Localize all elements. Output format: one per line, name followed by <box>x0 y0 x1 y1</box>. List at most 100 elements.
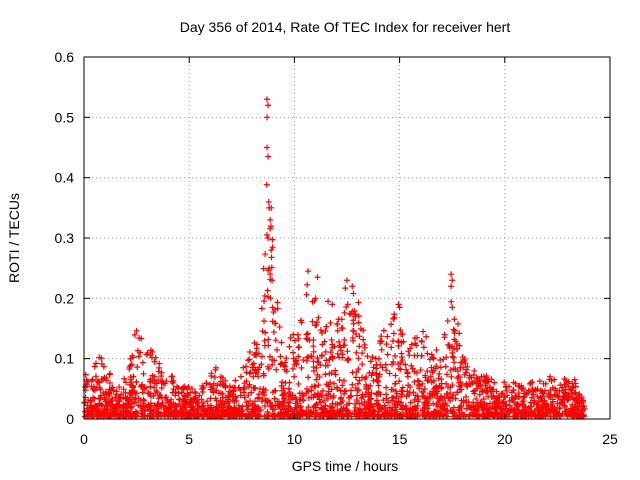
data-point <box>410 389 417 396</box>
data-point <box>456 374 463 381</box>
data-point <box>321 397 328 404</box>
data-point <box>151 358 158 365</box>
data-point <box>230 384 237 391</box>
y-tick-label: 0.1 <box>55 351 75 367</box>
data-point <box>334 386 341 393</box>
data-point <box>355 299 362 306</box>
data-point <box>512 413 519 420</box>
data-point <box>264 114 271 121</box>
data-point <box>396 365 403 372</box>
data-point <box>435 399 442 406</box>
data-point <box>295 335 302 342</box>
data-point <box>281 396 288 403</box>
data-point <box>140 402 147 409</box>
data-point <box>315 382 322 389</box>
data-point <box>375 382 382 389</box>
data-point <box>280 361 287 368</box>
data-point <box>495 393 502 400</box>
data-point <box>269 318 276 325</box>
data-point <box>123 404 130 411</box>
data-point <box>273 366 280 373</box>
data-point <box>557 396 564 403</box>
data-point <box>130 373 137 380</box>
data-point <box>420 344 427 351</box>
data-point <box>398 350 405 357</box>
data-point <box>339 382 346 389</box>
data-point <box>377 361 384 368</box>
data-point <box>466 404 473 411</box>
data-point <box>424 350 431 357</box>
data-point <box>217 390 224 397</box>
data-point <box>369 354 376 361</box>
data-point <box>350 290 357 297</box>
x-axis-label: GPS time / hours <box>292 458 399 474</box>
data-point <box>252 367 259 374</box>
data-point <box>265 102 272 109</box>
data-point <box>449 277 456 284</box>
data-point <box>451 327 458 334</box>
data-point <box>268 254 275 261</box>
data-point <box>450 404 457 411</box>
data-point <box>444 371 451 378</box>
data-point <box>267 403 274 410</box>
data-point <box>561 389 568 396</box>
data-point <box>100 390 107 397</box>
data-point <box>473 395 480 402</box>
data-point <box>255 391 262 398</box>
data-point <box>291 361 298 368</box>
data-point <box>120 394 127 401</box>
data-point <box>149 348 156 355</box>
data-point <box>300 357 307 364</box>
data-point <box>226 383 233 390</box>
data-point <box>233 409 240 416</box>
x-tick-label: 10 <box>287 431 303 447</box>
data-point <box>521 390 528 397</box>
data-point <box>246 370 253 377</box>
data-point <box>263 181 270 188</box>
data-point <box>537 410 544 417</box>
data-point <box>448 298 455 305</box>
data-point <box>131 388 138 395</box>
y-tick-label: 0 <box>66 411 74 427</box>
data-point <box>413 412 420 419</box>
data-point <box>329 341 336 348</box>
data-points <box>81 96 588 420</box>
data-point <box>561 381 568 388</box>
data-point <box>342 410 349 417</box>
data-point <box>448 373 455 380</box>
data-point <box>385 399 392 406</box>
data-point <box>295 344 302 351</box>
data-point <box>285 399 292 406</box>
data-point <box>355 355 362 362</box>
data-point <box>115 398 122 405</box>
data-point <box>536 378 543 385</box>
data-point <box>258 361 265 368</box>
data-point <box>265 293 272 300</box>
data-point <box>546 376 553 383</box>
data-point <box>120 401 127 408</box>
data-point <box>189 385 196 392</box>
data-point <box>391 314 398 321</box>
data-point <box>304 330 311 337</box>
data-point <box>108 387 115 394</box>
data-point <box>267 271 274 278</box>
data-point <box>386 370 393 377</box>
data-point <box>458 359 465 366</box>
data-point <box>224 407 231 414</box>
data-point <box>356 343 363 350</box>
data-point <box>430 367 437 374</box>
data-point <box>563 377 570 384</box>
data-point <box>510 396 517 403</box>
data-point <box>421 399 428 406</box>
data-point <box>137 349 144 356</box>
data-point <box>98 401 105 408</box>
data-point <box>464 383 471 390</box>
data-point <box>480 387 487 394</box>
data-point <box>445 341 452 348</box>
data-point <box>305 268 312 275</box>
data-point <box>313 364 320 371</box>
data-point <box>313 376 320 383</box>
data-point <box>532 412 539 419</box>
data-point <box>305 404 312 411</box>
data-point <box>391 400 398 407</box>
